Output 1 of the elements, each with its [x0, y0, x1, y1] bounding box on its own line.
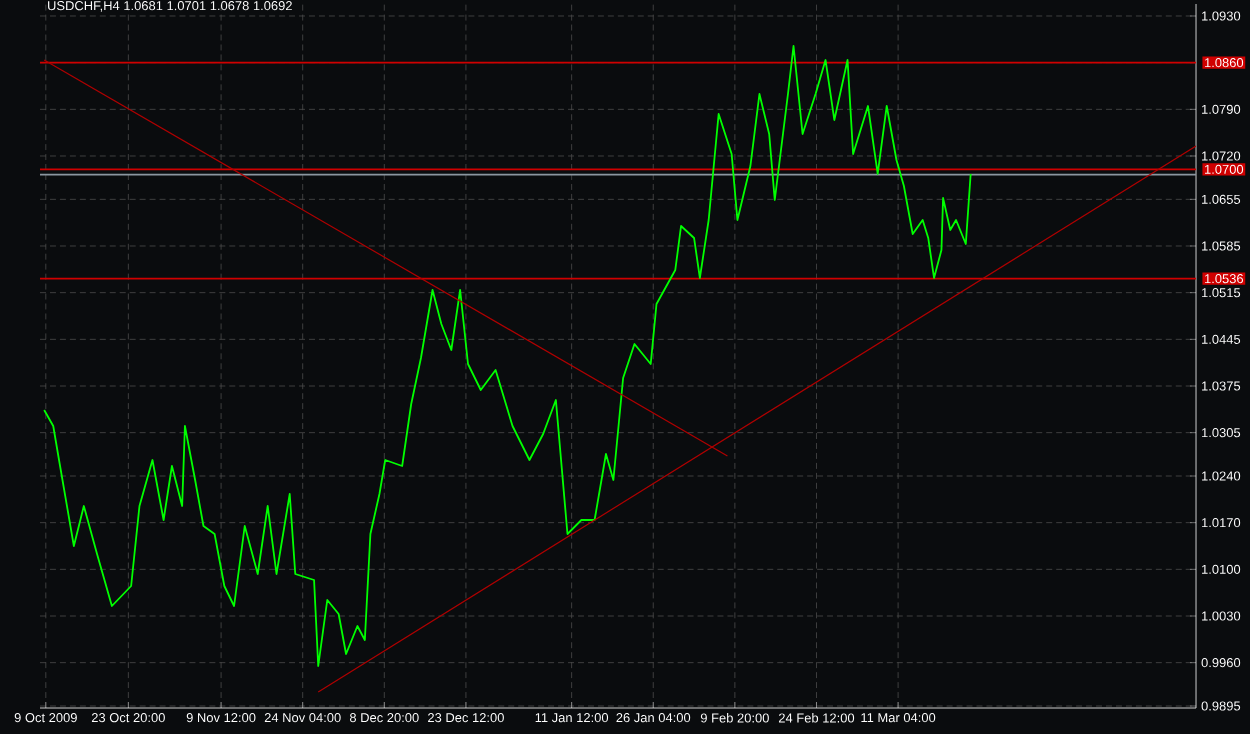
- line-series: [43, 45, 972, 667]
